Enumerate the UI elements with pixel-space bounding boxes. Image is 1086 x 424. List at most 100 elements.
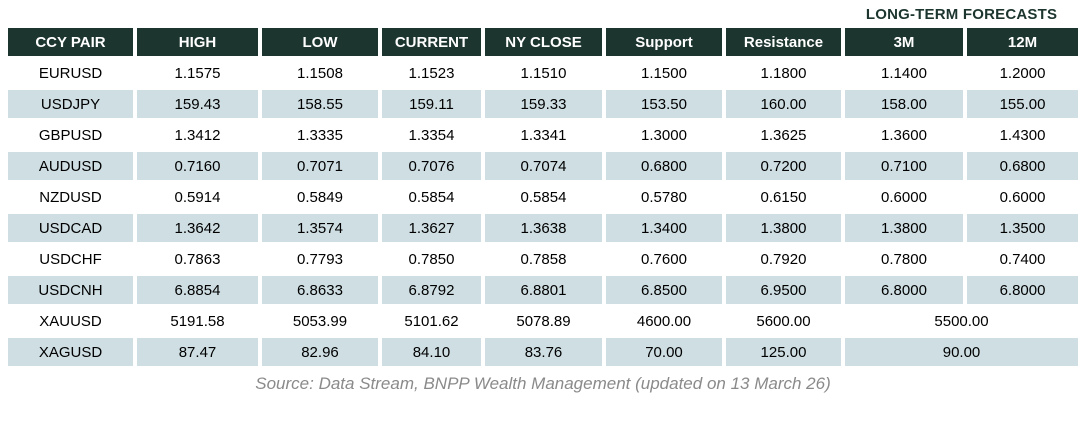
cell-high: 1.3642 bbox=[137, 214, 258, 242]
column-header-12m: 12M bbox=[967, 28, 1079, 56]
cell-ny-close: 0.7858 bbox=[520, 250, 567, 268]
cell-low: 5053.99 bbox=[292, 312, 348, 330]
cell-resistance: 5600.00 bbox=[756, 312, 811, 330]
cell-resistance: 160.00 bbox=[726, 90, 841, 118]
cell-pair: USDJPY bbox=[8, 90, 133, 118]
column-header-current: CURRENT bbox=[382, 28, 481, 56]
cell-current: 84.10 bbox=[382, 338, 481, 366]
cell-high: 5191.58 bbox=[170, 312, 225, 330]
cell-current: 159.11 bbox=[382, 90, 481, 118]
table-row: AUDUSD 0.7160 0.7071 0.7076 0.7074 0.6800 0.72… bbox=[8, 152, 1079, 180]
table-row: USDCHF 0.7863 0.7793 0.7850 0.7858 0.7600 0.79… bbox=[8, 245, 1078, 273]
cell-ny-close: 83.76 bbox=[485, 338, 602, 366]
cell-low: 158.55 bbox=[262, 90, 378, 118]
cell-resistance: 0.7200 bbox=[726, 152, 841, 180]
cell-m12: 0.6000 bbox=[999, 188, 1046, 206]
cell-pair: AUDUSD bbox=[8, 152, 133, 180]
cell-m3: 0.6000 bbox=[881, 188, 927, 206]
cell-low: 0.7071 bbox=[262, 152, 378, 180]
cell-current: 1.1523 bbox=[408, 64, 455, 82]
table-row: NZDUSD 0.5914 0.5849 0.5854 0.5854 0.5780 0.61… bbox=[8, 183, 1078, 211]
column-header-resistance: Resistance bbox=[726, 28, 841, 56]
cell-high: 0.7160 bbox=[137, 152, 258, 180]
table-row: XAGUSD 87.47 82.96 84.10 83.76 70.00 125.00 90.… bbox=[8, 338, 1079, 366]
cell-m12: 1.3500 bbox=[967, 214, 1079, 242]
fx-forecast-table: LONG-TERM FORECASTS CCY PAIR HIGH LOW CU… bbox=[4, 0, 1082, 369]
cell-high: 87.47 bbox=[137, 338, 258, 366]
cell-low: 6.8633 bbox=[262, 276, 378, 304]
cell-high: 1.1575 bbox=[174, 64, 221, 82]
cell-pair: EURUSD bbox=[38, 64, 103, 82]
cell-high: 159.43 bbox=[137, 90, 258, 118]
cell-support: 0.6800 bbox=[606, 152, 722, 180]
title-row: LONG-TERM FORECASTS bbox=[8, 3, 1079, 25]
cell-ny-close: 1.3638 bbox=[485, 214, 602, 242]
cell-high: 0.7863 bbox=[174, 250, 221, 268]
cell-low: 1.3335 bbox=[297, 126, 343, 144]
cell-resistance: 1.3800 bbox=[726, 214, 841, 242]
cell-low: 0.7793 bbox=[297, 250, 343, 268]
cell-m3: 6.8000 bbox=[845, 276, 963, 304]
table-row: USDJPY 159.43 158.55 159.11 159.33 153.50 160.… bbox=[8, 90, 1079, 118]
cell-low: 1.3574 bbox=[262, 214, 378, 242]
cell-pair: USDCNH bbox=[8, 276, 133, 304]
cell-m3: 1.3600 bbox=[881, 126, 927, 144]
cell-support: 153.50 bbox=[606, 90, 722, 118]
table-header-row: CCY PAIR HIGH LOW CURRENT NY CLOSE Suppo… bbox=[8, 28, 1079, 56]
cell-m12: 0.6800 bbox=[967, 152, 1079, 180]
cell-high: 1.3412 bbox=[174, 126, 221, 144]
cell-low: 1.1508 bbox=[297, 64, 343, 82]
cell-m12: 1.4300 bbox=[999, 126, 1046, 144]
cell-m3: 0.7100 bbox=[845, 152, 963, 180]
cell-high: 6.8854 bbox=[137, 276, 258, 304]
cell-current: 0.7850 bbox=[408, 250, 455, 268]
cell-m3: 1.3800 bbox=[845, 214, 963, 242]
cell-resistance: 1.3625 bbox=[760, 126, 807, 144]
cell-pair: USDCHF bbox=[39, 250, 102, 268]
cell-m3: 0.7800 bbox=[881, 250, 927, 268]
column-header-3m: 3M bbox=[845, 28, 963, 56]
cell-current: 1.3627 bbox=[382, 214, 481, 242]
column-header-support: Support bbox=[606, 28, 722, 56]
cell-current: 1.3354 bbox=[408, 126, 455, 144]
cell-support: 1.1500 bbox=[641, 64, 687, 82]
column-header-low: LOW bbox=[262, 28, 378, 56]
table-row: USDCNH 6.8854 6.8633 6.8792 6.8801 6.8500 6.95… bbox=[8, 276, 1079, 304]
cell-current: 5101.62 bbox=[404, 312, 459, 330]
cell-ny-close: 0.7074 bbox=[485, 152, 602, 180]
cell-support: 1.3000 bbox=[641, 126, 687, 144]
cell-ny-close: 0.5854 bbox=[520, 188, 567, 206]
cell-m3: 1.1400 bbox=[881, 64, 927, 82]
cell-pair: NZDUSD bbox=[39, 188, 102, 206]
table-row: USDCAD 1.3642 1.3574 1.3627 1.3638 1.3400 1.38… bbox=[8, 214, 1079, 242]
cell-support: 70.00 bbox=[606, 338, 722, 366]
cell-support: 6.8500 bbox=[606, 276, 722, 304]
cell-support: 0.5780 bbox=[641, 188, 687, 206]
table-row: EURUSD 1.1575 1.1508 1.1523 1.1510 1.1500 1.18… bbox=[8, 59, 1078, 87]
cell-forecast-merged: 5500.00 bbox=[934, 312, 989, 330]
cell-forecast-merged: 90.00 bbox=[845, 338, 1079, 366]
cell-m3: 158.00 bbox=[845, 90, 963, 118]
cell-current: 0.5854 bbox=[408, 188, 455, 206]
cell-ny-close: 159.33 bbox=[485, 90, 602, 118]
cell-low: 0.5849 bbox=[297, 188, 343, 206]
cell-resistance: 1.1800 bbox=[760, 64, 807, 82]
source-note: Source: Data Stream, BNPP Wealth Managem… bbox=[255, 374, 831, 393]
cell-ny-close: 6.8801 bbox=[485, 276, 602, 304]
cell-current: 6.8792 bbox=[382, 276, 481, 304]
cell-resistance: 6.9500 bbox=[726, 276, 841, 304]
column-header-ny-close: NY CLOSE bbox=[485, 28, 602, 56]
column-header-high: HIGH bbox=[137, 28, 258, 56]
cell-m12: 1.2000 bbox=[999, 64, 1046, 82]
cell-resistance: 0.6150 bbox=[760, 188, 807, 206]
cell-resistance: 0.7920 bbox=[760, 250, 807, 268]
cell-ny-close: 1.1510 bbox=[520, 64, 567, 82]
cell-m12: 6.8000 bbox=[967, 276, 1079, 304]
cell-m12: 0.7400 bbox=[999, 250, 1046, 268]
cell-current: 0.7076 bbox=[382, 152, 481, 180]
cell-support: 1.3400 bbox=[606, 214, 722, 242]
table-row: GBPUSD 1.3412 1.3335 1.3354 1.3341 1.3000 1.36… bbox=[8, 121, 1078, 149]
cell-support: 0.7600 bbox=[641, 250, 687, 268]
cell-m12: 155.00 bbox=[967, 90, 1079, 118]
cell-low: 82.96 bbox=[262, 338, 378, 366]
